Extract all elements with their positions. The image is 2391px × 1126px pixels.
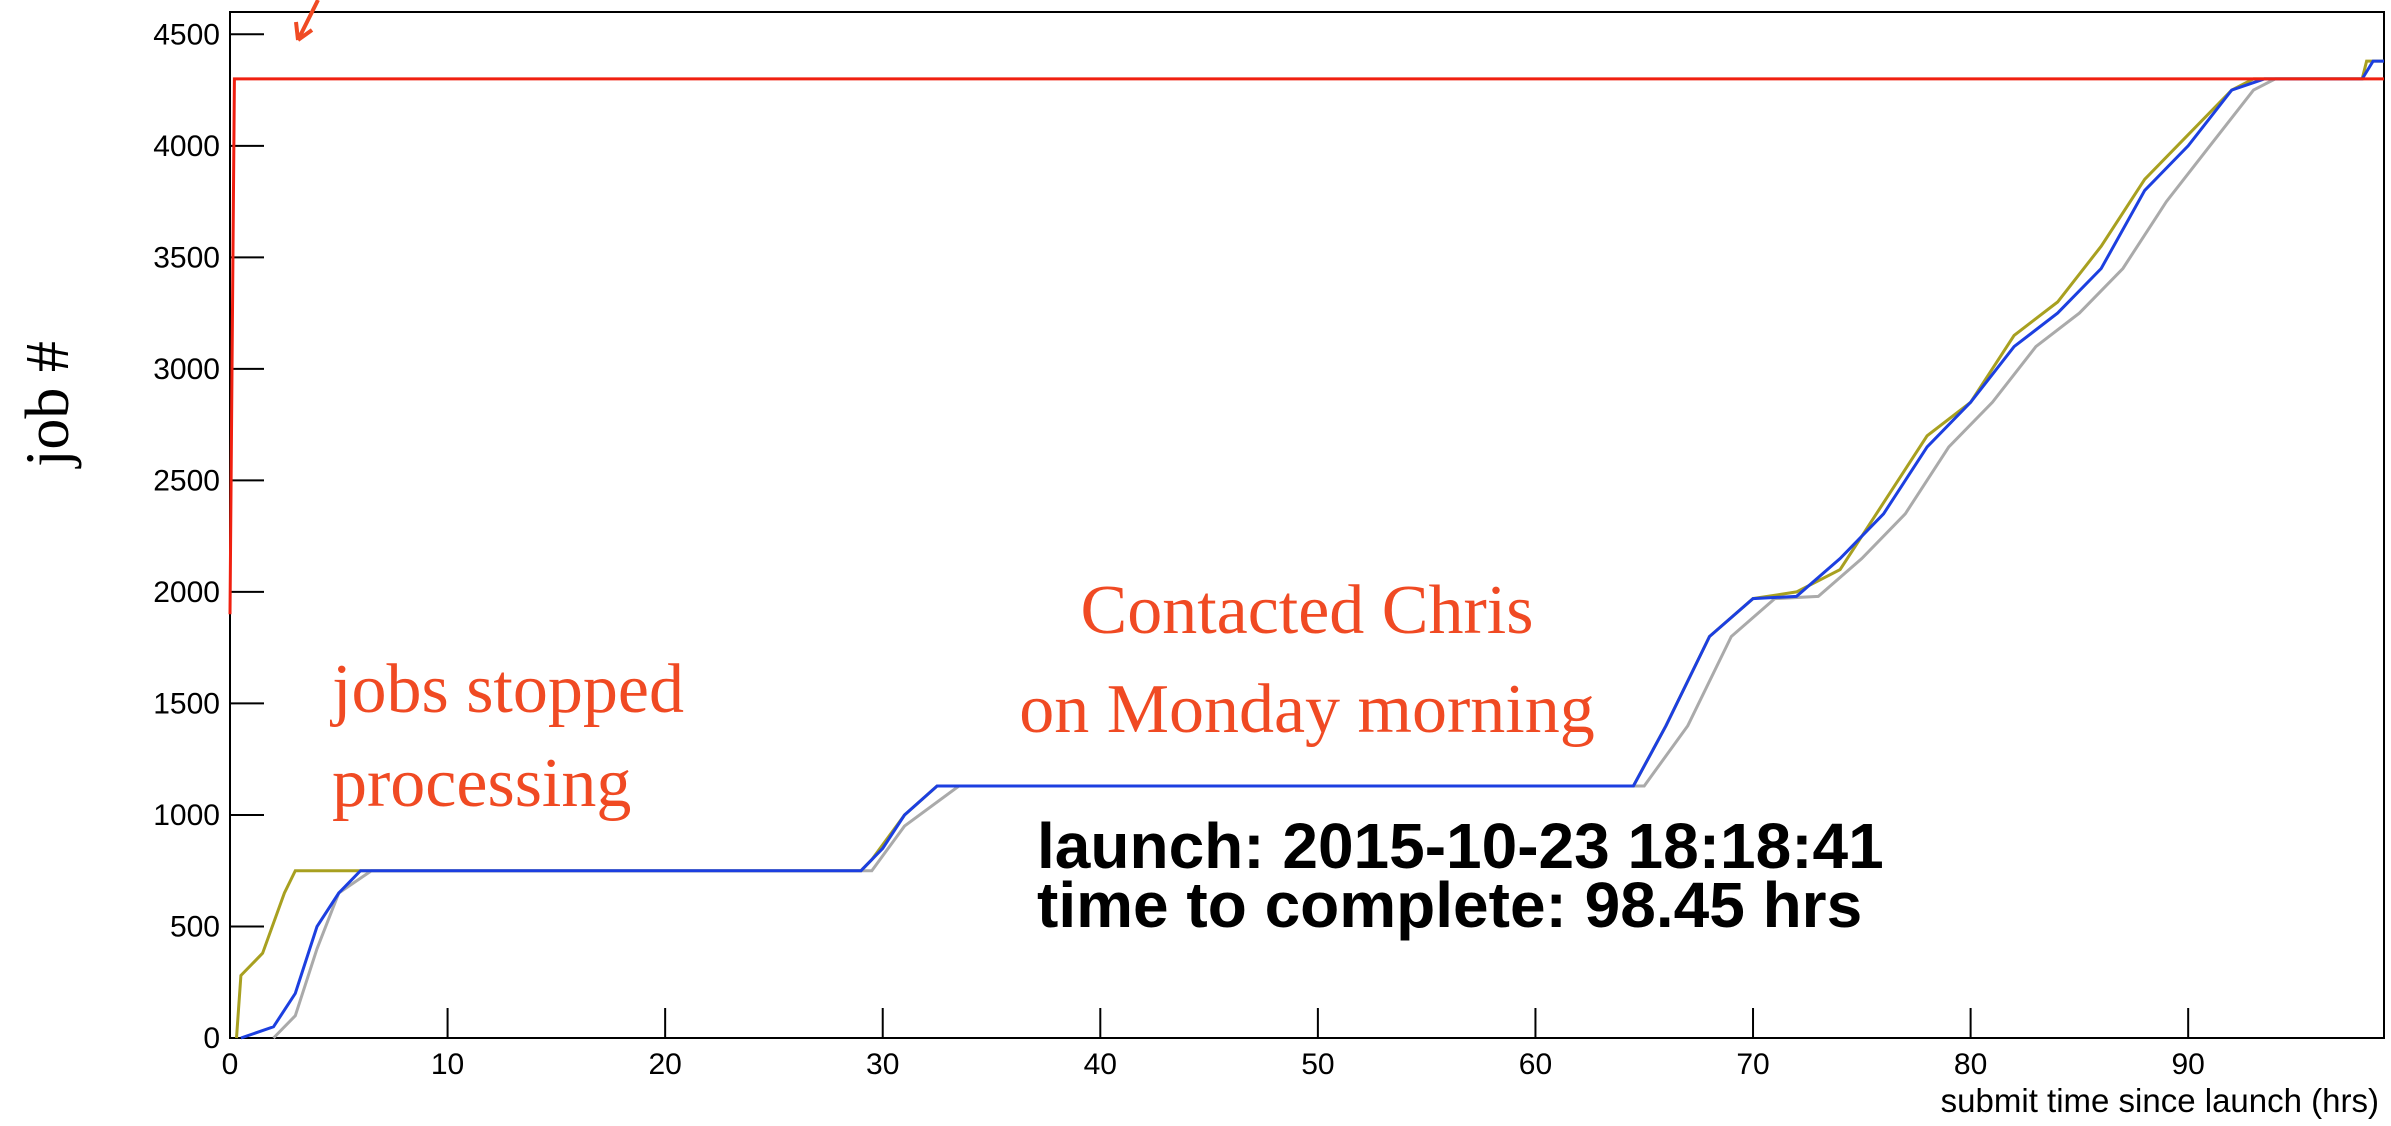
annotation: on Monday morning: [1019, 671, 1595, 748]
y-tick-label: 0: [203, 1022, 220, 1055]
y-tick-label: 500: [170, 910, 220, 943]
x-tick-label: 10: [431, 1048, 464, 1081]
y-tick-label: 2500: [153, 464, 220, 497]
annotation: time to complete: 98.45 hrs: [1037, 869, 1862, 941]
series-line: [228, 77, 2384, 615]
x-tick-label: 30: [866, 1048, 899, 1081]
series-line: [240, 59, 2384, 1040]
x-tick-label: 60: [1519, 1048, 1552, 1081]
arrow: [294, 0, 320, 42]
annotation: launch: 2015-10-23 18:18:41: [1037, 810, 1884, 882]
y-axis-label: job #: [14, 341, 82, 469]
y-tick-label: 3000: [153, 353, 220, 386]
x-tick-label: 20: [648, 1048, 681, 1081]
x-tick-label: 90: [2171, 1048, 2204, 1081]
annotation: processing: [332, 745, 631, 822]
x-tick-label: 80: [1954, 1048, 1987, 1081]
y-tick-label: 4000: [153, 130, 220, 163]
y-tick-label: 4500: [153, 18, 220, 51]
y-tick-label: 2000: [153, 576, 220, 609]
y-tick-label: 1500: [153, 687, 220, 720]
x-tick-label: 0: [222, 1048, 239, 1081]
annotation: jobs stopped: [329, 651, 684, 728]
x-axis-label: submit time since launch (hrs): [1941, 1082, 2379, 1119]
y-tick-label: 3500: [153, 241, 220, 274]
x-tick-label: 50: [1301, 1048, 1334, 1081]
y-tick-label: 1000: [153, 799, 220, 832]
x-tick-label: 70: [1736, 1048, 1769, 1081]
x-tick-label: 40: [1084, 1048, 1117, 1081]
annotation: Contacted Chris: [1081, 572, 1534, 649]
